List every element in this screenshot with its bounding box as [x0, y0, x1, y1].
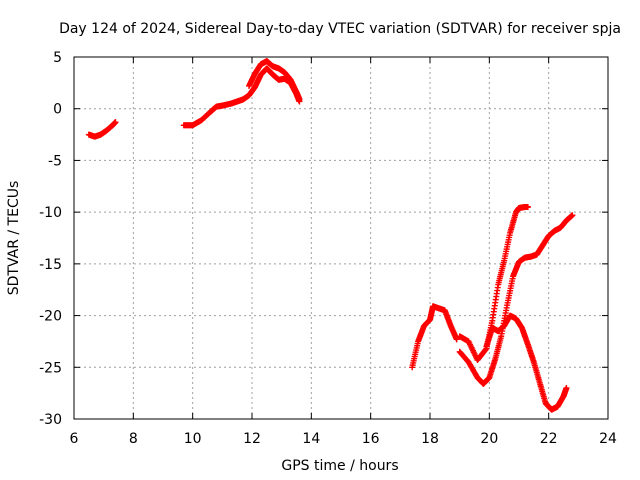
data-point [112, 119, 119, 126]
data-point [563, 384, 570, 391]
series-arc4 [409, 303, 460, 371]
series-arc1 [85, 119, 119, 140]
x-tick-label: 24 [599, 431, 617, 447]
y-axis-label: SDTVAR / TECUs [6, 181, 22, 296]
grid-lines [74, 57, 608, 419]
y-tick-labels: 5 0 -5 -10 -15 -20 -25 -30 [39, 50, 62, 428]
y-tick-label: 5 [53, 50, 62, 66]
series-arc3 [246, 58, 303, 103]
plot-frame [73, 56, 609, 420]
series-arc6 [456, 212, 576, 387]
series-arc2 [180, 65, 303, 129]
axis-ticks [73, 56, 609, 420]
y-tick-label: -20 [39, 309, 62, 325]
x-tick-label: 14 [302, 431, 320, 447]
x-tick-label: 18 [421, 431, 439, 447]
x-tick-label: 20 [480, 431, 498, 447]
x-axis-label: GPS time / hours [281, 458, 398, 474]
x-tick-label: 22 [540, 431, 558, 447]
x-tick-label: 8 [129, 431, 138, 447]
x-tick-label: 10 [184, 431, 202, 447]
y-tick-label: -15 [39, 257, 62, 273]
x-tick-label: 6 [70, 431, 79, 447]
data-point [296, 96, 303, 103]
y-tick-label: -30 [39, 412, 62, 428]
y-tick-label: -5 [48, 153, 62, 169]
y-tick-label: -25 [39, 360, 62, 376]
y-tick-label: -10 [39, 205, 62, 221]
data-point [569, 212, 576, 219]
x-tick-label: 16 [362, 431, 380, 447]
x-tick-labels: 6 8 10 12 14 16 18 20 22 24 [70, 431, 617, 447]
data-point [524, 203, 531, 210]
data-point [482, 346, 489, 353]
chart-title: Day 124 of 2024, Sidereal Day-to-day VTE… [59, 21, 621, 37]
data-point [453, 336, 460, 343]
series-arc7 [483, 312, 570, 413]
series-arc5 [456, 203, 531, 364]
x-tick-label: 12 [243, 431, 261, 447]
y-tick-label: 0 [53, 102, 62, 118]
data-points [85, 58, 576, 413]
